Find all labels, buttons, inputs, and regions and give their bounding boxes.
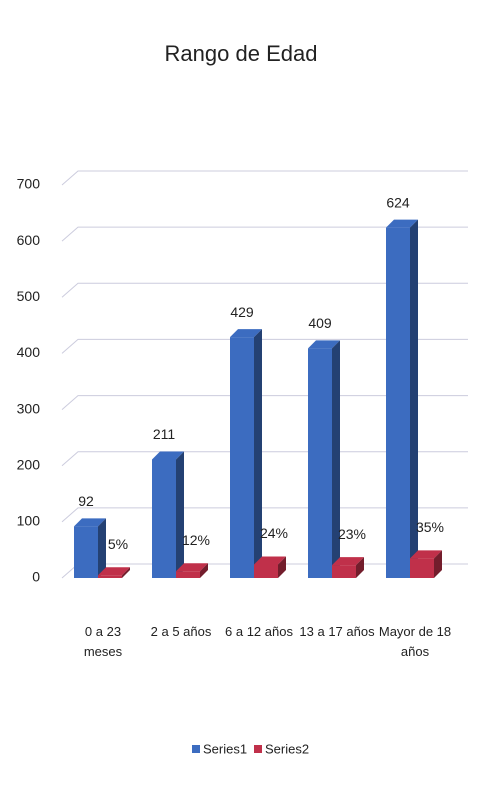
x-tick-label: 2 a 5 años bbox=[150, 624, 212, 639]
legend-swatch bbox=[192, 745, 200, 753]
bar bbox=[254, 556, 286, 578]
bar-face bbox=[200, 563, 208, 578]
bar-face bbox=[308, 340, 340, 349]
bar-face bbox=[230, 337, 254, 578]
bar-face bbox=[98, 575, 122, 578]
bar bbox=[176, 563, 208, 578]
bar-face bbox=[332, 340, 340, 578]
bar-face bbox=[332, 557, 364, 566]
y-tick-label: 100 bbox=[17, 513, 41, 529]
bar bbox=[98, 567, 130, 578]
y-tick-label: 600 bbox=[17, 232, 41, 248]
y-tick-label: 500 bbox=[17, 288, 41, 304]
bar-face bbox=[386, 219, 418, 228]
bar-face bbox=[410, 550, 442, 559]
bar-face bbox=[152, 451, 184, 460]
bar-face bbox=[356, 557, 364, 578]
legend-label: Series2 bbox=[265, 741, 309, 756]
y-tick-label: 700 bbox=[17, 176, 41, 192]
data-label: 92 bbox=[78, 493, 94, 509]
bar-face bbox=[332, 565, 356, 578]
data-label: 23% bbox=[338, 526, 366, 542]
bar bbox=[230, 329, 262, 578]
bar-face bbox=[308, 348, 332, 578]
bar bbox=[332, 557, 364, 578]
grid-line bbox=[61, 170, 468, 186]
bar-face bbox=[74, 518, 106, 527]
bar bbox=[410, 550, 442, 578]
grid-line bbox=[61, 338, 468, 354]
y-tick-label: 300 bbox=[17, 400, 41, 416]
bar-face bbox=[122, 567, 130, 578]
bar-face bbox=[98, 518, 106, 578]
bar bbox=[152, 451, 184, 578]
bar bbox=[308, 340, 340, 578]
data-label: 409 bbox=[308, 315, 332, 331]
bar-face bbox=[410, 558, 434, 578]
y-tick-label: 200 bbox=[17, 456, 41, 472]
data-label: 211 bbox=[153, 426, 176, 442]
grid-line bbox=[61, 226, 468, 242]
bar-face bbox=[98, 567, 130, 576]
bar-face bbox=[254, 564, 278, 578]
chart-title: Rango de Edad bbox=[165, 41, 318, 66]
grid-line bbox=[61, 282, 468, 298]
bar-face bbox=[176, 563, 208, 572]
x-tick-label: Mayor de 18 años bbox=[378, 624, 452, 659]
bar-face bbox=[254, 329, 262, 578]
data-label: 24% bbox=[260, 525, 288, 541]
bar bbox=[74, 518, 106, 578]
data-label: 624 bbox=[386, 194, 410, 210]
data-label: 12% bbox=[182, 532, 210, 548]
bar-face bbox=[74, 526, 98, 578]
x-tick-label: 13 a 17 años bbox=[299, 624, 375, 639]
bar-face bbox=[386, 227, 410, 578]
bar-face bbox=[176, 571, 200, 578]
data-label: 5% bbox=[108, 536, 128, 552]
legend-label: Series1 bbox=[203, 741, 247, 756]
legend-swatch bbox=[254, 745, 262, 753]
x-tick-label: 0 a 23 meses bbox=[83, 624, 123, 659]
y-tick-label: 400 bbox=[17, 344, 41, 360]
bar-face bbox=[278, 556, 286, 578]
bar-face bbox=[230, 329, 262, 338]
bar-face bbox=[176, 451, 184, 578]
data-label: 429 bbox=[230, 304, 254, 320]
bar-face bbox=[152, 459, 176, 578]
x-tick-label: 6 a 12 años bbox=[225, 624, 293, 639]
bar-face bbox=[434, 550, 442, 578]
data-label: 35% bbox=[416, 519, 444, 535]
y-tick-label: 0 bbox=[32, 569, 40, 585]
bar-face bbox=[410, 219, 418, 578]
bar bbox=[386, 219, 418, 578]
bar-face bbox=[254, 556, 286, 565]
